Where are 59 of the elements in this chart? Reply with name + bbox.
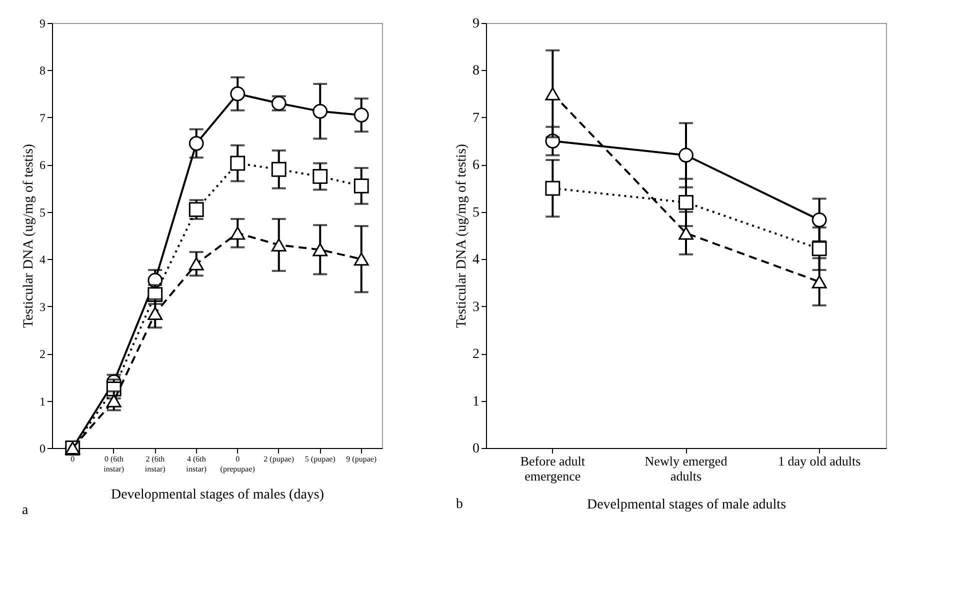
point: [354, 178, 369, 194]
point: [678, 148, 694, 163]
point: [230, 86, 246, 102]
text: a: [22, 503, 29, 518]
y-tick-label: 5: [472, 205, 480, 220]
y-tick-label: 1: [40, 394, 46, 408]
y-axis-title: Testicular DNA (ug/mg of testis): [454, 144, 470, 328]
x-tick-label: 0 (6th instar): [104, 454, 124, 474]
x-tick-label: 9 (pupae): [346, 454, 377, 464]
y-tick-label: 9: [40, 16, 46, 30]
point: [354, 252, 369, 266]
point: [312, 243, 328, 256]
y-tick-label: 1: [472, 394, 480, 410]
y-tick-label: 9: [472, 16, 480, 32]
point: [312, 169, 328, 184]
point: [271, 162, 286, 177]
x-tick-label: 1 day old adults: [778, 454, 861, 468]
y-tick-label: 7: [472, 110, 480, 126]
x-tick-label: Newly emerged adults: [644, 454, 728, 484]
y-tick-label: 5: [40, 205, 46, 220]
point: [230, 156, 246, 171]
y-tick-label: 7: [40, 110, 46, 125]
x-axis-title: Develpmental stages of male adults: [586, 498, 786, 512]
point: [545, 87, 560, 100]
point: [188, 136, 204, 151]
point: [678, 194, 694, 210]
point: [545, 180, 560, 196]
x-tick-label: 2 (6th instar): [144, 454, 166, 474]
y-tick-label: 8: [40, 64, 46, 78]
x-tick-label: 2 (pupae): [264, 454, 294, 464]
point: [678, 226, 694, 240]
point: [188, 202, 204, 217]
point: [812, 241, 827, 256]
y-tick-label: 6: [40, 158, 46, 172]
point: [312, 104, 328, 119]
point: [106, 394, 122, 408]
point: [230, 226, 246, 240]
x-tick-label: 0: [70, 454, 75, 464]
x-axis-title: Developmental stages of males (days): [110, 488, 324, 502]
x-tick-label: 0 (prepupae): [220, 454, 256, 474]
point: [271, 238, 286, 252]
x-tick-label: Before adult emergence: [520, 454, 586, 484]
y-tick-label: 3: [472, 300, 480, 315]
text: b: [456, 497, 463, 512]
y-tick-label: 6: [472, 158, 480, 174]
point: [148, 306, 163, 320]
y-tick-label: 4: [40, 252, 46, 267]
x-tick-label: 5 (pupae): [304, 454, 336, 464]
y-tick-label: 4: [472, 252, 480, 268]
y-tick-label: 3: [40, 300, 46, 314]
y-tick-label: 8: [472, 64, 480, 79]
y-tick-label: 2: [472, 347, 480, 362]
point: [812, 212, 827, 228]
point: [354, 108, 369, 123]
point: [812, 275, 827, 288]
y-axis-title: Testicular DNA (ug/mg of testis): [22, 144, 36, 328]
y-tick-label: 2: [40, 347, 46, 362]
x-tick-label: 4 (6th instar): [186, 454, 207, 474]
point: [188, 257, 204, 270]
